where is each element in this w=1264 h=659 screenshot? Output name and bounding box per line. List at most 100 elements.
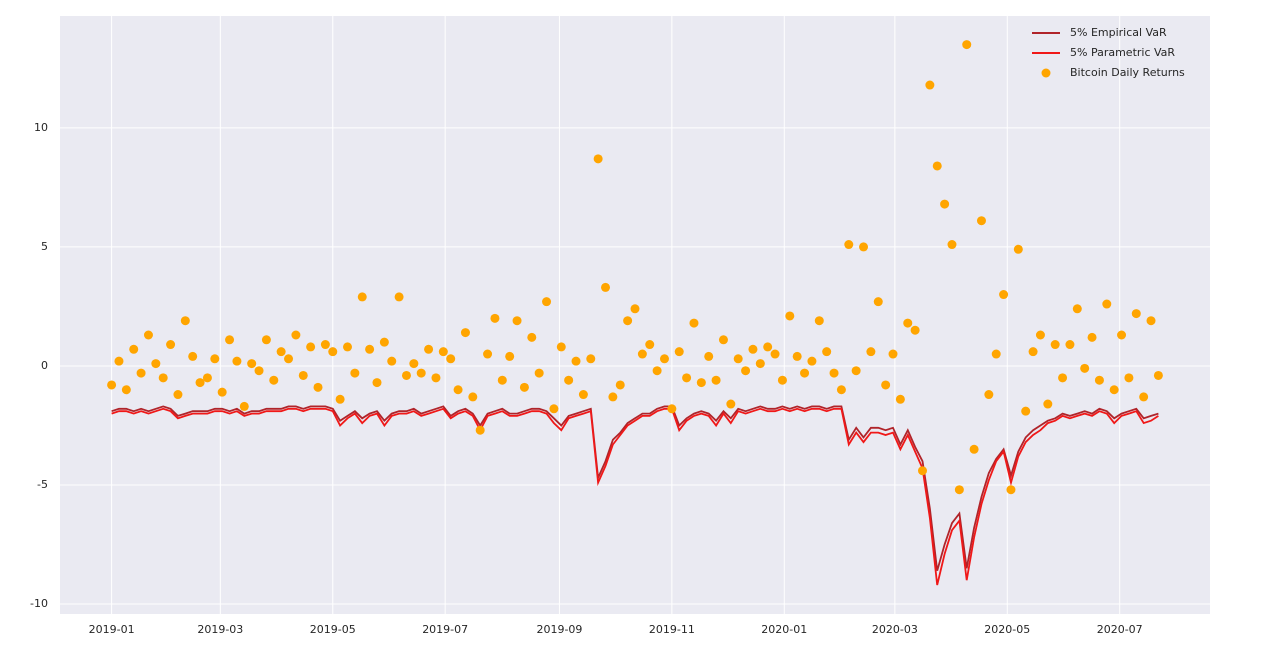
return-point (284, 354, 294, 364)
return-point (696, 378, 706, 388)
return-point (999, 290, 1009, 300)
return-point (718, 335, 728, 345)
return-point (1050, 340, 1060, 350)
return-point (416, 368, 426, 378)
return-point (1131, 309, 1141, 319)
legend-label: 5% Empirical VaR (1070, 26, 1167, 39)
return-point (1109, 385, 1119, 395)
return-point (608, 392, 618, 402)
return-point (918, 466, 927, 476)
return-point (770, 349, 780, 359)
return-point (136, 368, 146, 378)
return-point (394, 292, 404, 302)
plot-area (60, 16, 1210, 614)
x-tick-label: 2019-11 (649, 623, 695, 636)
return-point (401, 370, 411, 380)
return-point (158, 373, 168, 383)
return-point (1072, 304, 1082, 314)
return-point (143, 330, 153, 340)
return-point (711, 375, 721, 385)
legend-label: Bitcoin Daily Returns (1070, 66, 1185, 79)
return-point (210, 354, 220, 364)
return-point (475, 425, 485, 435)
return-point (763, 342, 773, 352)
return-point (269, 375, 279, 385)
return-point (306, 342, 316, 352)
return-point (1021, 406, 1031, 416)
return-point (497, 375, 507, 385)
return-point (1094, 375, 1104, 385)
return-point (667, 404, 677, 414)
return-point (1102, 299, 1112, 309)
return-point (741, 366, 751, 376)
return-point (1124, 373, 1134, 383)
return-point (976, 216, 986, 226)
return-point (777, 375, 787, 385)
return-point (925, 80, 935, 90)
return-point (659, 354, 669, 364)
x-tick-label: 2020-07 (1097, 623, 1143, 636)
x-tick-label: 2019-05 (310, 623, 356, 636)
legend-swatch (1041, 68, 1051, 78)
return-point (320, 340, 330, 350)
return-point (438, 347, 448, 357)
return-point (859, 242, 869, 252)
return-point (962, 40, 972, 50)
return-point (239, 401, 249, 411)
return-point (586, 354, 596, 364)
return-point (379, 337, 389, 347)
return-point (225, 335, 235, 345)
return-point (881, 380, 891, 390)
return-point (173, 390, 183, 400)
return-point (217, 387, 227, 397)
var-line (111, 405, 1159, 571)
return-point (637, 349, 647, 359)
return-point (954, 485, 964, 495)
return-point (1065, 340, 1075, 350)
return-point (1028, 347, 1038, 357)
return-point (527, 332, 537, 342)
return-point (446, 354, 456, 364)
x-tick-label: 2020-05 (984, 623, 1030, 636)
return-point (932, 161, 942, 171)
return-point (424, 344, 434, 354)
return-point (247, 359, 257, 369)
return-point (564, 375, 574, 385)
return-point (202, 373, 212, 383)
return-point (1080, 363, 1090, 373)
return-point (623, 316, 633, 326)
y-tick-label: 10 (34, 121, 48, 134)
y-tick-label: 5 (41, 240, 48, 253)
return-point (755, 359, 765, 369)
return-point (129, 344, 139, 354)
return-point (276, 347, 286, 357)
var-line (111, 407, 1159, 586)
return-point (490, 313, 500, 323)
return-point (1146, 316, 1156, 326)
return-point (652, 366, 662, 376)
return-point (151, 359, 161, 369)
return-point (947, 240, 957, 250)
return-point (468, 392, 478, 402)
return-point (851, 366, 861, 376)
return-point (261, 335, 271, 345)
return-point (121, 385, 131, 395)
y-tick-label: -10 (30, 597, 48, 610)
return-point (645, 340, 655, 350)
return-point (254, 366, 264, 376)
legend-label: 5% Parametric VaR (1070, 46, 1175, 59)
return-point (1006, 485, 1016, 495)
return-point (866, 347, 876, 357)
return-point (578, 390, 588, 400)
return-point (726, 399, 736, 409)
return-point (682, 373, 692, 383)
return-point (409, 359, 419, 369)
return-point (785, 311, 795, 321)
y-tick-label: 0 (41, 359, 48, 372)
return-point (748, 344, 758, 354)
y-tick-label: -5 (37, 478, 48, 491)
return-point (873, 297, 883, 307)
return-point (940, 199, 950, 209)
return-point (519, 382, 529, 392)
x-tick-label: 2019-09 (536, 623, 582, 636)
